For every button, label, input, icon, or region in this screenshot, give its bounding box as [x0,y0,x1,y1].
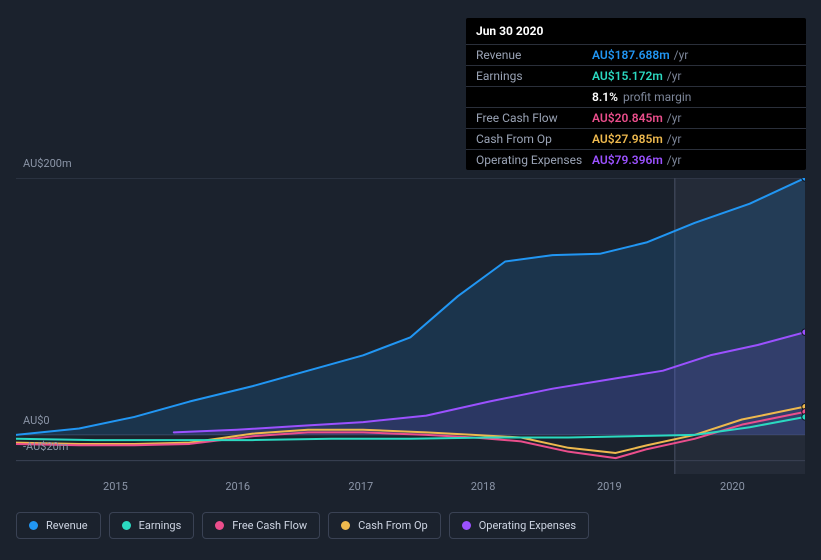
legend-label: Free Cash Flow [232,519,307,532]
x-axis-labels: 2015 2016 2017 2018 2019 2020 [16,480,805,500]
x-axis-tick-label: 2017 [348,480,373,493]
y-axis-tick-label: AU$0 [23,414,50,427]
legend-swatch [122,521,131,530]
tooltip-row: RevenueAU$187.688m/yr [466,44,806,65]
legend-label: Earnings [139,519,182,532]
legend-label: Cash From Op [358,519,428,532]
tooltip-row-label: Revenue [476,48,592,62]
tooltip-row-label: Operating Expenses [476,153,592,167]
x-axis-tick-label: 2015 [103,480,128,493]
legend-swatch [462,521,471,530]
tooltip-row-label: Free Cash Flow [476,111,592,125]
chart-svg [16,178,805,474]
legend-item-opex[interactable]: Operating Expenses [449,512,589,539]
tooltip-row: Free Cash FlowAU$20.845m/yr [466,107,806,128]
financials-chart[interactable]: AU$200mAU$0-AU$20m [16,178,805,474]
y-axis-tick-label: -AU$20m [23,440,68,453]
legend-item-earnings[interactable]: Earnings [109,512,195,539]
legend-item-revenue[interactable]: Revenue [16,512,101,539]
tooltip-row-value: AU$79.396m [592,153,663,167]
x-axis-tick-label: 2016 [225,480,250,493]
y-axis-tick-label: AU$200m [23,157,72,170]
legend-swatch [341,521,350,530]
legend-item-cashop[interactable]: Cash From Op [328,512,441,539]
tooltip-row-value: AU$15.172m [592,69,663,83]
tooltip-row-value: AU$187.688m [592,48,670,62]
tooltip-row-unit: /yr [674,48,689,62]
x-axis-tick-label: 2018 [471,480,496,493]
tooltip-row: EarningsAU$15.172m/yr [466,65,806,86]
tooltip-row: Cash From OpAU$27.985m/yr [466,128,806,149]
x-axis-tick-label: 2020 [720,480,745,493]
tooltip-row-value: AU$27.985m [592,132,663,146]
tooltip-subrow: 8.1% profit margin [466,86,806,107]
tooltip-sub-value: 8.1% [592,90,618,104]
tooltip-row: Operating ExpensesAU$79.396m/yr [466,149,806,170]
x-axis-tick-label: 2019 [597,480,622,493]
tooltip-row-unit: /yr [667,132,682,146]
tooltip-row-unit: /yr [667,69,682,83]
chart-tooltip: Jun 30 2020 RevenueAU$187.688m/yrEarning… [466,18,806,170]
tooltip-sub-label: profit margin [623,90,691,104]
tooltip-row-value: AU$20.845m [592,111,663,125]
tooltip-row-label: Cash From Op [476,132,592,146]
legend-item-fcf[interactable]: Free Cash Flow [202,512,320,539]
tooltip-row-unit: /yr [667,111,682,125]
legend-label: Operating Expenses [479,519,576,532]
legend-swatch [29,521,38,530]
legend-swatch [215,521,224,530]
tooltip-row-label: Earnings [476,69,592,83]
chart-legend: Revenue Earnings Free Cash Flow Cash From O… [16,512,589,539]
legend-label: Revenue [46,519,88,532]
tooltip-row-unit: /yr [667,153,682,167]
tooltip-date: Jun 30 2020 [466,18,806,44]
